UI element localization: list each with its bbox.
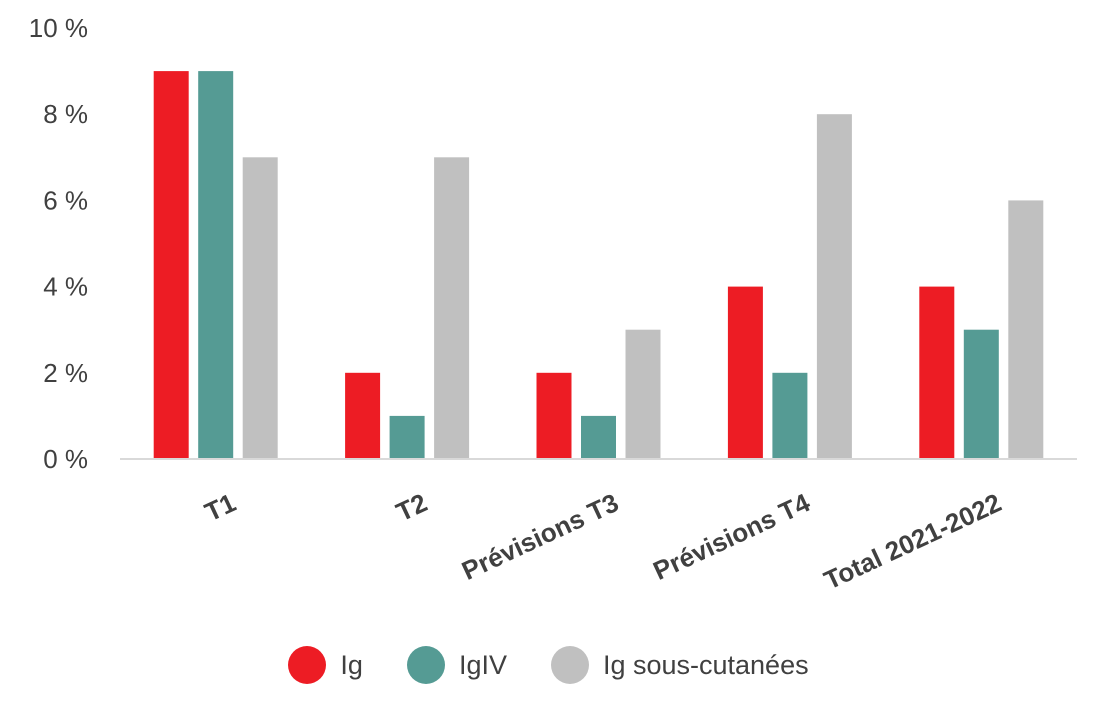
x-tick-label: Prévisions T3: [457, 487, 623, 586]
y-tick-label: 8 %: [43, 99, 88, 129]
legend-swatch: [550, 646, 589, 684]
y-tick-label: 0 %: [43, 444, 88, 474]
x-tick-label: T1: [200, 487, 240, 527]
bar-ig-0: [153, 71, 189, 459]
x-axis: T1 T2 Prévisions T3 Prévisions T4 Total 2021…: [200, 487, 1006, 595]
x-tick-label: Total 2021-2022: [819, 487, 1005, 595]
legend-label: Ig: [340, 649, 363, 680]
y-tick-label: 10 %: [29, 13, 88, 43]
bar-igiv-0: [198, 71, 234, 459]
bar-ig-sous-cutan-es-2: [625, 329, 661, 459]
x-tick-label: T2: [391, 487, 431, 527]
bar-igiv-4: [963, 329, 999, 459]
legend-item: Ig sous-cutanées: [550, 646, 809, 684]
legend-label: Ig sous-cutanées: [602, 649, 809, 680]
bar-ig-3: [727, 286, 763, 459]
bar-ig-sous-cutan-es-0: [242, 157, 278, 460]
bar-ig-sous-cutan-es-3: [816, 114, 852, 459]
bar-chart: 0 % 2 % 4 % 6 % 8 % 10 % T1 T2 Prévisions T3 Pré…: [29, 13, 1077, 595]
y-axis: 0 % 2 % 4 % 6 % 8 % 10 %: [29, 13, 88, 474]
y-tick-label: 4 %: [43, 272, 88, 302]
legend-item: Ig: [288, 646, 363, 684]
legend-swatch: [288, 646, 327, 684]
legend-item: IgIV: [406, 646, 507, 684]
legend-label: IgIV: [458, 649, 507, 680]
bar-ig-4: [919, 286, 955, 459]
bar-igiv-1: [389, 415, 425, 459]
x-tick-label: Prévisions T4: [649, 487, 815, 586]
legend-swatch: [406, 646, 445, 684]
bar-ig-2: [536, 372, 572, 459]
y-tick-label: 6 %: [43, 185, 88, 215]
bar-ig-sous-cutan-es-1: [434, 157, 470, 460]
bars-group: [153, 71, 1044, 460]
bar-ig-sous-cutan-es-4: [1008, 200, 1044, 459]
bar-igiv-2: [581, 415, 616, 459]
legend: Ig IgIV Ig sous-cutanées: [0, 640, 1097, 690]
y-tick-label: 2 %: [43, 358, 88, 388]
bar-ig-1: [345, 372, 381, 459]
bar-igiv-3: [772, 372, 808, 459]
